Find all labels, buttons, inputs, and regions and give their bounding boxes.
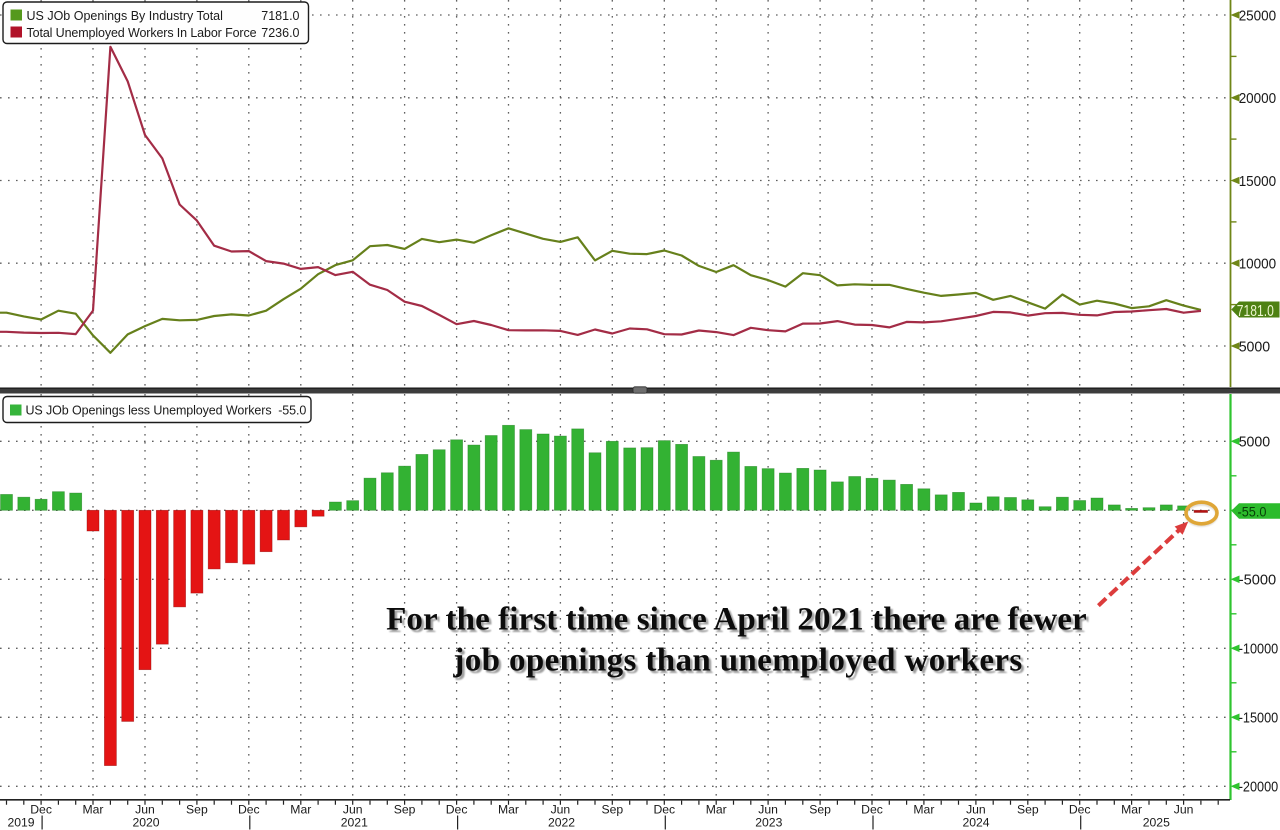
svg-text:Dec: Dec [30,803,52,817]
svg-text:Mar: Mar [706,803,727,817]
svg-text:Jun: Jun [551,803,571,817]
svg-text:US JOb Openings less Unemploye: US JOb Openings less Unemployed Workers … [26,403,307,417]
svg-text:Mar: Mar [913,803,934,817]
svg-text:15000: 15000 [1239,173,1277,190]
svg-text:Total Unemployed Workers In La: Total Unemployed Workers In Labor Force [27,26,257,40]
svg-text:5000: 5000 [1239,434,1271,451]
svg-text:2023: 2023 [755,816,782,830]
svg-text:Sep: Sep [809,803,831,817]
svg-text:-10000: -10000 [1239,641,1279,658]
svg-text:Sep: Sep [601,803,623,817]
svg-text:2025: 2025 [1143,816,1170,830]
svg-text:Dec: Dec [238,803,260,817]
svg-text:US JOb Openings By Industry To: US JOb Openings By Industry Total [27,9,223,23]
svg-text:10000: 10000 [1239,256,1277,273]
svg-text:2020: 2020 [132,816,159,830]
svg-text:-55.0: -55.0 [1238,504,1267,519]
svg-text:Mar: Mar [290,803,311,817]
svg-text:Mar: Mar [83,803,104,817]
svg-text:5000: 5000 [1239,338,1271,355]
svg-text:Mar: Mar [498,803,519,817]
svg-text:Mar: Mar [1121,803,1142,817]
svg-text:Sep: Sep [186,803,208,817]
svg-text:For the first time since April: For the first time since April 2021 ther… [389,604,1090,640]
svg-text:-15000: -15000 [1239,710,1279,727]
svg-text:job openings than unemployed w: job openings than unemployed workers [455,645,1025,681]
svg-text:Sep: Sep [1017,803,1039,817]
svg-text:Jun: Jun [343,803,363,817]
svg-text:7181.0: 7181.0 [261,9,299,23]
svg-text:2022: 2022 [548,816,575,830]
svg-text:Dec: Dec [446,803,468,817]
svg-text:Dec: Dec [861,803,883,817]
svg-text:2021: 2021 [341,816,368,830]
svg-text:job openings than unemployed w: job openings than unemployed workers [452,643,1022,679]
svg-text:-5000: -5000 [1239,572,1277,589]
svg-text:Jun: Jun [758,803,778,817]
svg-text:25000: 25000 [1239,7,1277,24]
svg-text:7181.0: 7181.0 [1237,303,1274,320]
svg-text:Dec: Dec [1069,803,1091,817]
svg-text:Jun: Jun [966,803,986,817]
svg-text:20000: 20000 [1239,90,1277,107]
svg-text:Jun: Jun [135,803,155,817]
svg-text:7236.0: 7236.0 [261,26,299,40]
svg-text:2024: 2024 [962,816,989,830]
svg-text:For the first time since April: For the first time since April 2021 ther… [386,602,1087,638]
svg-text:Jun: Jun [1174,803,1194,817]
svg-text:2019: 2019 [7,816,34,830]
svg-text:-20000: -20000 [1239,779,1279,796]
svg-text:Dec: Dec [653,803,675,817]
svg-text:Sep: Sep [394,803,416,817]
